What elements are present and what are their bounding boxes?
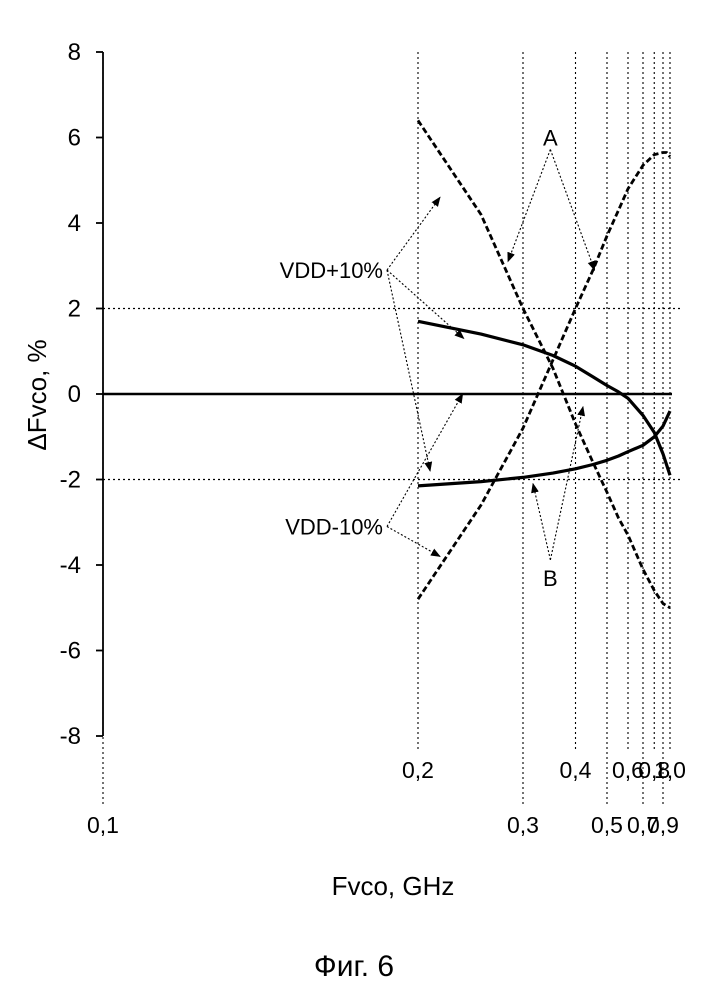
y-tick-label: -4 bbox=[60, 552, 81, 579]
x-tick-label: 1,0 bbox=[654, 757, 686, 783]
series-layer bbox=[418, 120, 670, 607]
figure-caption: Фиг. 6 bbox=[314, 950, 394, 983]
x-axis-label: Fvco, GHz bbox=[332, 871, 455, 901]
x-tick-label: 0,2 bbox=[402, 757, 434, 783]
annotation-arrow bbox=[550, 150, 594, 271]
tick-labels: 86420-2-4-6-80,20,40,60,81,00,10,30,50,7… bbox=[60, 39, 686, 838]
series-line-3 bbox=[418, 321, 670, 475]
annotation-arrow bbox=[387, 527, 440, 557]
annotation-arrow bbox=[387, 270, 430, 471]
annotation-arrow bbox=[508, 150, 550, 262]
vertical-grid-lines bbox=[103, 52, 670, 805]
annotation-label: VDD+10% bbox=[280, 258, 383, 283]
annotation-label: B bbox=[543, 566, 558, 591]
annotation-arrow bbox=[387, 394, 463, 527]
y-tick-label: 0 bbox=[68, 381, 81, 408]
annotation-arrow bbox=[387, 197, 440, 270]
x-tick-label: 0,3 bbox=[507, 812, 539, 838]
y-tick-label: 4 bbox=[68, 210, 81, 237]
series-line-4 bbox=[418, 411, 670, 486]
annotation-arrow bbox=[550, 407, 583, 560]
y-tick-label: -8 bbox=[60, 723, 81, 750]
y-tick-label: 8 bbox=[68, 39, 81, 66]
annotation-label: VDD-10% bbox=[285, 515, 383, 540]
y-tick-label: -2 bbox=[60, 467, 81, 494]
axes bbox=[96, 52, 103, 736]
series-line-1 bbox=[418, 120, 670, 607]
annotation-label: A bbox=[543, 126, 558, 151]
reference-lines bbox=[103, 309, 682, 480]
x-tick-label: 0,1 bbox=[87, 812, 119, 838]
y-tick-label: 6 bbox=[68, 125, 81, 152]
x-tick-label: 0,5 bbox=[591, 812, 623, 838]
y-tick-label: 2 bbox=[68, 296, 81, 323]
x-tick-label: 0,4 bbox=[560, 757, 592, 783]
y-tick-label: -6 bbox=[60, 638, 81, 665]
y-axis-label: ΔFvco, % bbox=[22, 339, 52, 450]
x-tick-label: 0,9 bbox=[647, 812, 679, 838]
annotation-arrow bbox=[533, 484, 550, 560]
